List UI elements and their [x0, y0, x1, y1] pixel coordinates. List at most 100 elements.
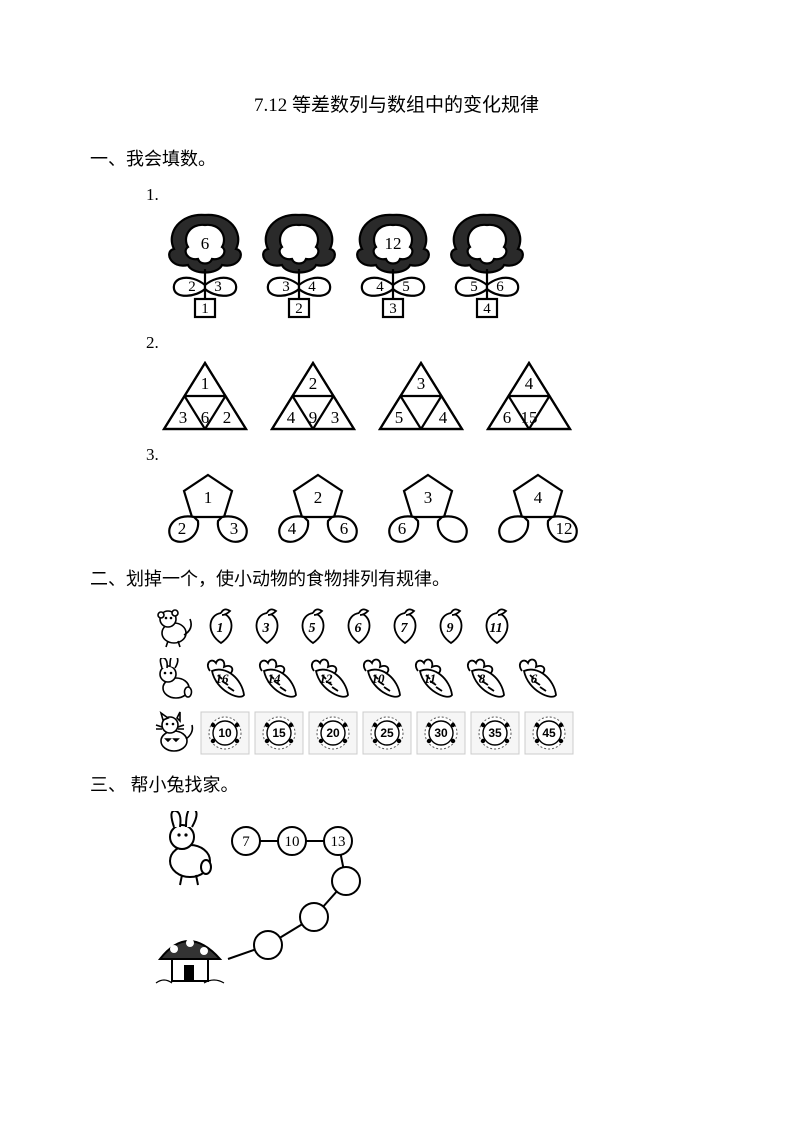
carrot-7: 6 [512, 657, 560, 703]
svg-text:4: 4 [288, 519, 297, 538]
svg-text:12: 12 [385, 234, 402, 253]
flower-2: 3 4 2 [254, 211, 344, 321]
svg-text:4: 4 [287, 408, 296, 427]
svg-text:1: 1 [201, 374, 210, 393]
svg-text:9: 9 [309, 408, 318, 427]
svg-text:10: 10 [218, 726, 232, 740]
svg-text:3: 3 [262, 621, 270, 636]
cat-icon [150, 711, 196, 755]
svg-text:2: 2 [178, 519, 187, 538]
svg-text:35: 35 [488, 726, 502, 740]
svg-text:5: 5 [402, 279, 410, 295]
triangle-3: 3 5 4 [376, 359, 466, 433]
svg-text:3: 3 [282, 279, 290, 295]
svg-text:6: 6 [496, 279, 504, 295]
ball-2: 15 [254, 711, 304, 755]
carrot-2: 14 [252, 657, 300, 703]
carrot-5: 11 [408, 657, 456, 703]
peach-3: 5 [292, 607, 334, 647]
svg-text:20: 20 [326, 726, 340, 740]
svg-text:1: 1 [217, 621, 224, 636]
svg-text:25: 25 [380, 726, 394, 740]
ball-3: 20 [308, 711, 358, 755]
ball-1: 10 [200, 711, 250, 755]
svg-text:6: 6 [201, 234, 210, 253]
svg-text:4: 4 [534, 488, 543, 507]
flower-3: 12 4 5 3 [348, 211, 438, 321]
triangle-4: 4 6 15 [484, 359, 574, 433]
food-row-rabbit: 16 14 12 10 11 8 6 [150, 657, 703, 703]
svg-text:12: 12 [320, 671, 334, 686]
svg-text:2: 2 [223, 408, 232, 427]
svg-text:3: 3 [417, 374, 426, 393]
rabbit-path-figure: 71013 [150, 811, 470, 991]
svg-text:12: 12 [556, 519, 573, 538]
carrot-4: 10 [356, 657, 404, 703]
svg-text:3: 3 [230, 519, 239, 538]
svg-text:6: 6 [355, 621, 362, 636]
flower-1: 6 2 3 1 [160, 211, 250, 321]
carrot-3: 12 [304, 657, 352, 703]
svg-text:14: 14 [268, 671, 282, 686]
number-path: 71013 [228, 827, 360, 959]
svg-text:1: 1 [201, 301, 209, 317]
svg-text:6: 6 [503, 408, 512, 427]
pentagon-4: 4 12 [490, 471, 586, 547]
svg-text:13: 13 [331, 834, 346, 850]
svg-text:3: 3 [179, 408, 188, 427]
svg-text:3: 3 [389, 301, 397, 317]
svg-text:15: 15 [521, 408, 538, 427]
peach-2: 3 [246, 607, 288, 647]
triangle-1: 1 3 6 2 [160, 359, 250, 433]
page-title: 7.12 等差数列与数组中的变化规律 [90, 90, 703, 117]
svg-text:6: 6 [340, 519, 349, 538]
rabbit-icon [170, 811, 211, 885]
svg-text:5: 5 [470, 279, 478, 295]
svg-text:4: 4 [439, 408, 448, 427]
svg-text:7: 7 [401, 621, 409, 636]
food-row-cat: 10 15 20 25 30 [150, 711, 703, 755]
rabbit-icon [150, 658, 196, 702]
section-2-heading: 二、划掉一个，使小动物的食物排列有规律。 [90, 565, 703, 591]
svg-text:4: 4 [308, 279, 316, 295]
q1-label: 1. [146, 185, 703, 205]
ball-7: 45 [524, 711, 574, 755]
section-3-heading: 三、 帮小兔找家。 [90, 771, 703, 797]
svg-text:11: 11 [489, 621, 502, 636]
peach-1: 1 [200, 607, 242, 647]
svg-text:8: 8 [479, 671, 486, 686]
svg-text:10: 10 [372, 671, 386, 686]
triangle-2: 2 4 9 3 [268, 359, 358, 433]
svg-text:4: 4 [525, 374, 534, 393]
ball-6: 35 [470, 711, 520, 755]
pentagon-1: 1 2 3 [160, 471, 256, 547]
pentagon-3: 3 6 [380, 471, 476, 547]
svg-text:6: 6 [201, 408, 210, 427]
svg-text:9: 9 [447, 621, 454, 636]
pentagon-row: 1 2 3 2 4 6 3 6 [160, 471, 703, 547]
section-1-heading: 一、我会填数。 [90, 145, 703, 171]
svg-text:3: 3 [214, 279, 222, 295]
svg-text:2: 2 [295, 301, 303, 317]
pentagon-2: 2 4 6 [270, 471, 366, 547]
svg-text:5: 5 [395, 408, 404, 427]
svg-text:1: 1 [204, 488, 213, 507]
carrot-6: 8 [460, 657, 508, 703]
ball-5: 30 [416, 711, 466, 755]
peach-7: 11 [476, 607, 518, 647]
svg-text:4: 4 [483, 301, 491, 317]
svg-text:6: 6 [531, 671, 538, 686]
svg-text:15: 15 [272, 726, 286, 740]
svg-text:11: 11 [424, 671, 436, 686]
svg-text:2: 2 [314, 488, 323, 507]
svg-text:6: 6 [398, 519, 407, 538]
flower-row: 6 2 3 1 [160, 211, 703, 321]
flower-4: 5 6 4 [442, 211, 532, 321]
svg-text:2: 2 [309, 374, 318, 393]
svg-text:10: 10 [285, 834, 300, 850]
svg-text:30: 30 [434, 726, 448, 740]
svg-text:5: 5 [309, 621, 316, 636]
carrot-1: 16 [200, 657, 248, 703]
svg-text:3: 3 [424, 488, 433, 507]
svg-text:2: 2 [188, 279, 196, 295]
